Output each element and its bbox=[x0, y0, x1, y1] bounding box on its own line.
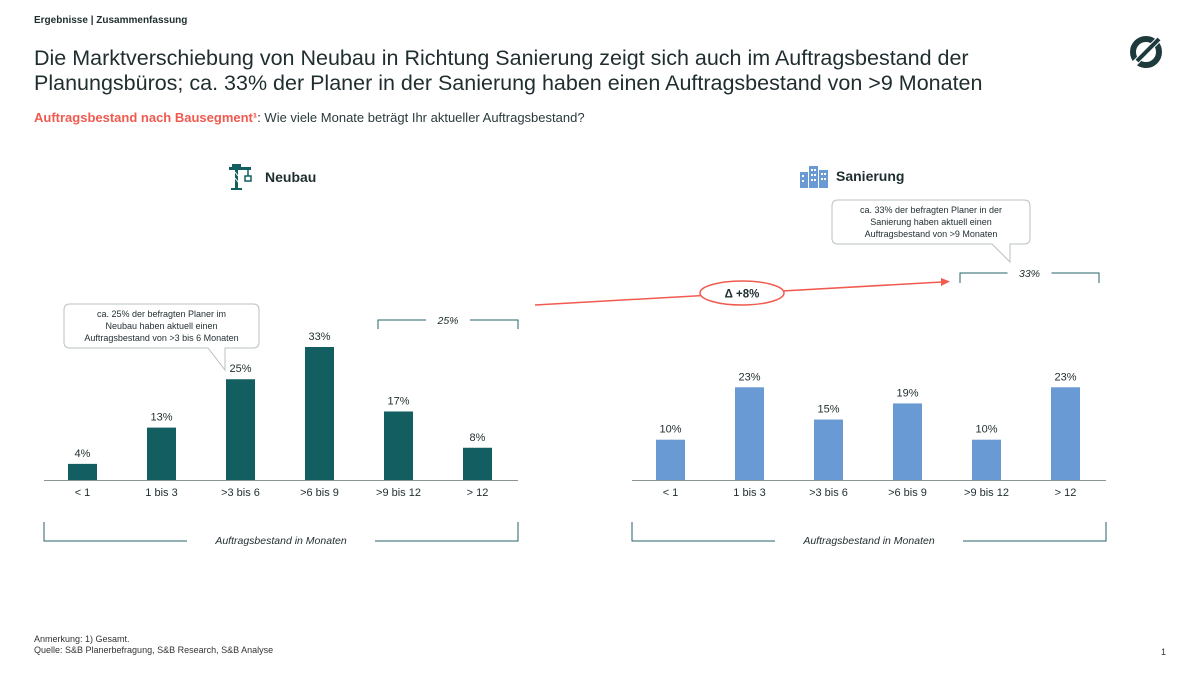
value-label-3: 19% bbox=[896, 387, 918, 399]
callout-line-1: Neubau haben aktuell einen bbox=[105, 321, 217, 331]
bar-4 bbox=[384, 411, 413, 480]
value-label-0: 4% bbox=[75, 448, 91, 460]
delta-connector: Δ +8% bbox=[534, 278, 950, 306]
bar-1 bbox=[147, 427, 176, 480]
category-label-1: 1 bis 3 bbox=[733, 487, 765, 499]
subtitle-question: : Wie viele Monate beträgt Ihr aktueller… bbox=[257, 110, 585, 125]
x-axis-title: Auftragsbestand in Monaten bbox=[802, 535, 934, 547]
callout-line-0: ca. 25% der befragten Planer im bbox=[97, 309, 226, 319]
value-label-4: 10% bbox=[975, 424, 997, 436]
footnote-note: Anmerkung: 1) Gesamt. bbox=[34, 634, 130, 644]
bar-0 bbox=[656, 439, 685, 480]
group-bracket-label: 33% bbox=[1019, 268, 1040, 280]
bar-3 bbox=[305, 347, 334, 480]
callout-line-0: ca. 33% der befragten Planer in der bbox=[860, 205, 1002, 215]
x-axis-bracket bbox=[43, 522, 519, 542]
buildings-icon bbox=[800, 166, 828, 188]
company-logo-icon bbox=[1130, 33, 1165, 68]
value-label-2: 25% bbox=[229, 363, 251, 375]
bar-2 bbox=[226, 379, 255, 480]
group-bracket bbox=[377, 319, 519, 329]
category-label-0: < 1 bbox=[75, 487, 91, 499]
sanierung-title: Sanierung bbox=[836, 168, 905, 184]
footnote-source: Quelle: S&B Planerbefragung, S&B Researc… bbox=[34, 645, 274, 655]
category-label-1: 1 bis 3 bbox=[145, 487, 177, 499]
sanierung-chart: 10% < 1 23% 1 bis 3 15% >3 bis 6 19% >6 bis 9 10… bbox=[631, 199, 1107, 547]
category-label-2: >3 bis 6 bbox=[221, 487, 260, 499]
value-label-3: 33% bbox=[308, 331, 330, 343]
x-axis-bracket bbox=[631, 522, 1107, 542]
crane-icon bbox=[229, 164, 252, 190]
category-label-0: < 1 bbox=[663, 487, 679, 499]
group-bracket-label: 25% bbox=[436, 315, 458, 327]
callout-line-1: Sanierung haben aktuell einen bbox=[870, 217, 992, 227]
category-label-4: >9 bis 12 bbox=[376, 487, 421, 499]
value-label-2: 15% bbox=[817, 404, 839, 416]
value-label-5: 8% bbox=[470, 432, 486, 444]
category-label-3: >6 bis 9 bbox=[888, 487, 927, 499]
group-bracket bbox=[959, 272, 1100, 283]
page-subtitle: Auftragsbestand nach Bausegment¹: Wie vi… bbox=[34, 110, 585, 125]
category-label-5: > 12 bbox=[467, 487, 489, 499]
value-label-0: 10% bbox=[659, 424, 681, 436]
callout-line-2: Auftragsbestand von >3 bis 6 Monaten bbox=[84, 333, 238, 343]
arrow-head-icon bbox=[941, 278, 950, 286]
callout-bubble bbox=[831, 199, 1031, 264]
footnote: Anmerkung: 1) Gesamt. Quelle: S&B Planer… bbox=[34, 634, 273, 656]
neubau-chart: 4% < 1 13% 1 bis 3 25% >3 bis 6 33% >6 bis 9 17%… bbox=[43, 303, 519, 547]
value-label-1: 13% bbox=[150, 412, 172, 424]
sanierung-heading: Sanierung bbox=[800, 164, 904, 188]
subtitle-highlight: Auftragsbestand nach Bausegment¹ bbox=[34, 110, 258, 125]
bar-0 bbox=[68, 463, 97, 480]
category-label-4: >9 bis 12 bbox=[964, 487, 1009, 499]
bar-2 bbox=[814, 419, 843, 480]
category-label-5: > 12 bbox=[1055, 487, 1077, 499]
callout-bubble bbox=[63, 303, 260, 372]
bar-1 bbox=[735, 387, 764, 480]
page-number: 1 bbox=[1161, 647, 1167, 657]
value-label-1: 23% bbox=[738, 371, 760, 383]
neubau-heading: Neubau bbox=[229, 164, 316, 190]
breadcrumb: Ergebnisse | Zusammenfassung bbox=[34, 15, 188, 26]
category-label-3: >6 bis 9 bbox=[300, 487, 339, 499]
value-label-5: 23% bbox=[1054, 371, 1076, 383]
callout-line-2: Auftragsbestand von >9 Monaten bbox=[865, 229, 998, 239]
delta-label: Δ +8% bbox=[725, 289, 760, 301]
bar-5 bbox=[1051, 387, 1080, 480]
delta-badge bbox=[699, 280, 785, 306]
neubau-title: Neubau bbox=[265, 169, 317, 185]
category-label-2: >3 bis 6 bbox=[809, 487, 848, 499]
bar-4 bbox=[972, 439, 1001, 480]
x-axis-title: Auftragsbestand in Monaten bbox=[214, 535, 346, 547]
value-label-4: 17% bbox=[387, 395, 409, 407]
bar-5 bbox=[463, 447, 492, 480]
page-title: Die Marktverschiebung von Neubau in Rich… bbox=[34, 46, 983, 95]
bar-3 bbox=[893, 403, 922, 480]
